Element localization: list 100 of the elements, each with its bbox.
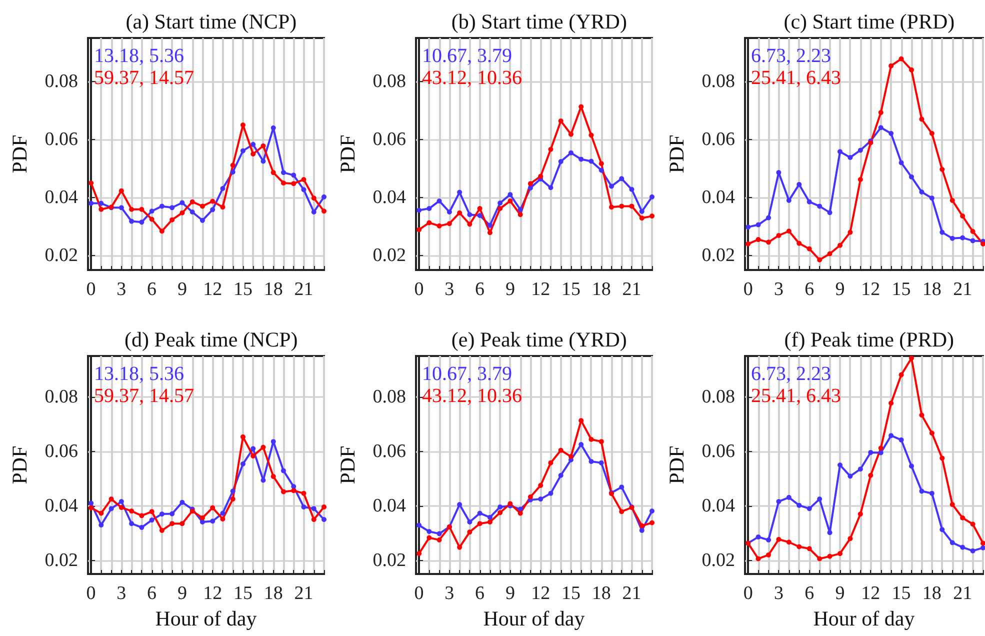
point <box>149 216 154 222</box>
point <box>457 544 462 550</box>
point <box>755 222 760 228</box>
point <box>260 143 266 148</box>
x-tick-label: 15 <box>891 279 910 300</box>
x-tick-label: 15 <box>562 583 581 604</box>
point <box>291 172 296 178</box>
point <box>776 536 781 542</box>
point <box>210 198 216 204</box>
x-axis-title: Hour of day <box>484 606 586 630</box>
x-tick-label: 0 <box>86 279 96 300</box>
y-tick-label: 0.08 <box>701 386 735 408</box>
chart-title: (e) Peak time (YRD) <box>452 328 628 352</box>
point <box>457 190 462 195</box>
point <box>796 182 802 187</box>
point <box>929 490 934 496</box>
point <box>88 500 94 506</box>
y-tick-label: 0.06 <box>701 440 735 462</box>
x-tick-label: 3 <box>774 583 784 604</box>
point <box>149 208 154 214</box>
point <box>960 235 965 240</box>
point <box>88 505 94 510</box>
chart-title: (f) Peak time (PRD) <box>784 328 954 352</box>
point <box>210 207 216 212</box>
point <box>888 63 894 68</box>
point <box>427 535 432 540</box>
point <box>568 132 574 137</box>
point <box>888 433 894 438</box>
point <box>548 185 554 190</box>
point <box>960 515 965 520</box>
chart-title: (d) Peak time (NCP) <box>124 328 298 352</box>
y-tick-label: 0.02 <box>701 550 735 571</box>
x-tick-label: 21 <box>952 279 972 300</box>
point <box>98 522 104 528</box>
point <box>755 556 760 562</box>
point <box>118 505 124 510</box>
x-tick-label: 9 <box>834 279 844 300</box>
point <box>447 221 452 226</box>
x-tick-label: 9 <box>177 583 187 604</box>
point <box>129 521 134 526</box>
point <box>291 484 296 490</box>
point <box>270 170 276 176</box>
point <box>457 502 462 508</box>
annotation: 43.12, 10.36 <box>422 67 522 89</box>
point <box>826 530 832 536</box>
point <box>118 188 124 194</box>
point <box>908 356 914 361</box>
y-axis-title: PDF <box>8 446 32 484</box>
point <box>108 496 114 502</box>
point <box>118 499 124 504</box>
point <box>518 212 524 218</box>
point <box>488 519 493 524</box>
point <box>528 185 534 190</box>
point <box>149 518 154 523</box>
point <box>170 521 175 526</box>
point <box>898 372 904 378</box>
point <box>416 227 422 232</box>
point <box>766 537 771 542</box>
point <box>437 537 442 542</box>
point <box>806 246 812 252</box>
x-tick-label: 9 <box>834 583 844 604</box>
point <box>939 166 944 172</box>
point <box>437 223 442 228</box>
point <box>950 198 955 203</box>
x-tick-label: 6 <box>147 583 157 604</box>
x-tick-label: 3 <box>116 583 126 604</box>
point <box>230 496 236 502</box>
point <box>599 460 604 466</box>
point <box>139 513 144 518</box>
point <box>301 177 306 182</box>
point <box>139 220 144 225</box>
point <box>498 200 503 206</box>
y-tick-label: 0.02 <box>44 245 78 266</box>
point <box>250 142 256 147</box>
point <box>478 510 483 516</box>
point <box>619 484 624 490</box>
point <box>488 230 493 236</box>
point <box>950 236 955 241</box>
x-tick-label: 6 <box>804 583 814 604</box>
point <box>939 527 944 532</box>
point <box>888 130 894 136</box>
point <box>98 510 104 516</box>
point <box>538 174 544 179</box>
point <box>528 181 534 186</box>
y-tick-label: 0.04 <box>44 187 78 208</box>
point <box>650 520 655 526</box>
point <box>230 162 236 168</box>
point <box>898 56 904 62</box>
point <box>508 198 514 204</box>
point <box>950 502 955 508</box>
annotation: 25.41, 6.43 <box>750 385 841 407</box>
y-tick-label: 0.06 <box>373 440 406 462</box>
x-tick-label: 9 <box>506 279 516 300</box>
point <box>755 237 760 242</box>
point <box>619 509 624 514</box>
point <box>786 540 792 545</box>
point <box>568 150 574 156</box>
annotation: 13.18, 5.36 <box>94 45 184 67</box>
point <box>806 199 812 204</box>
point <box>766 215 771 220</box>
